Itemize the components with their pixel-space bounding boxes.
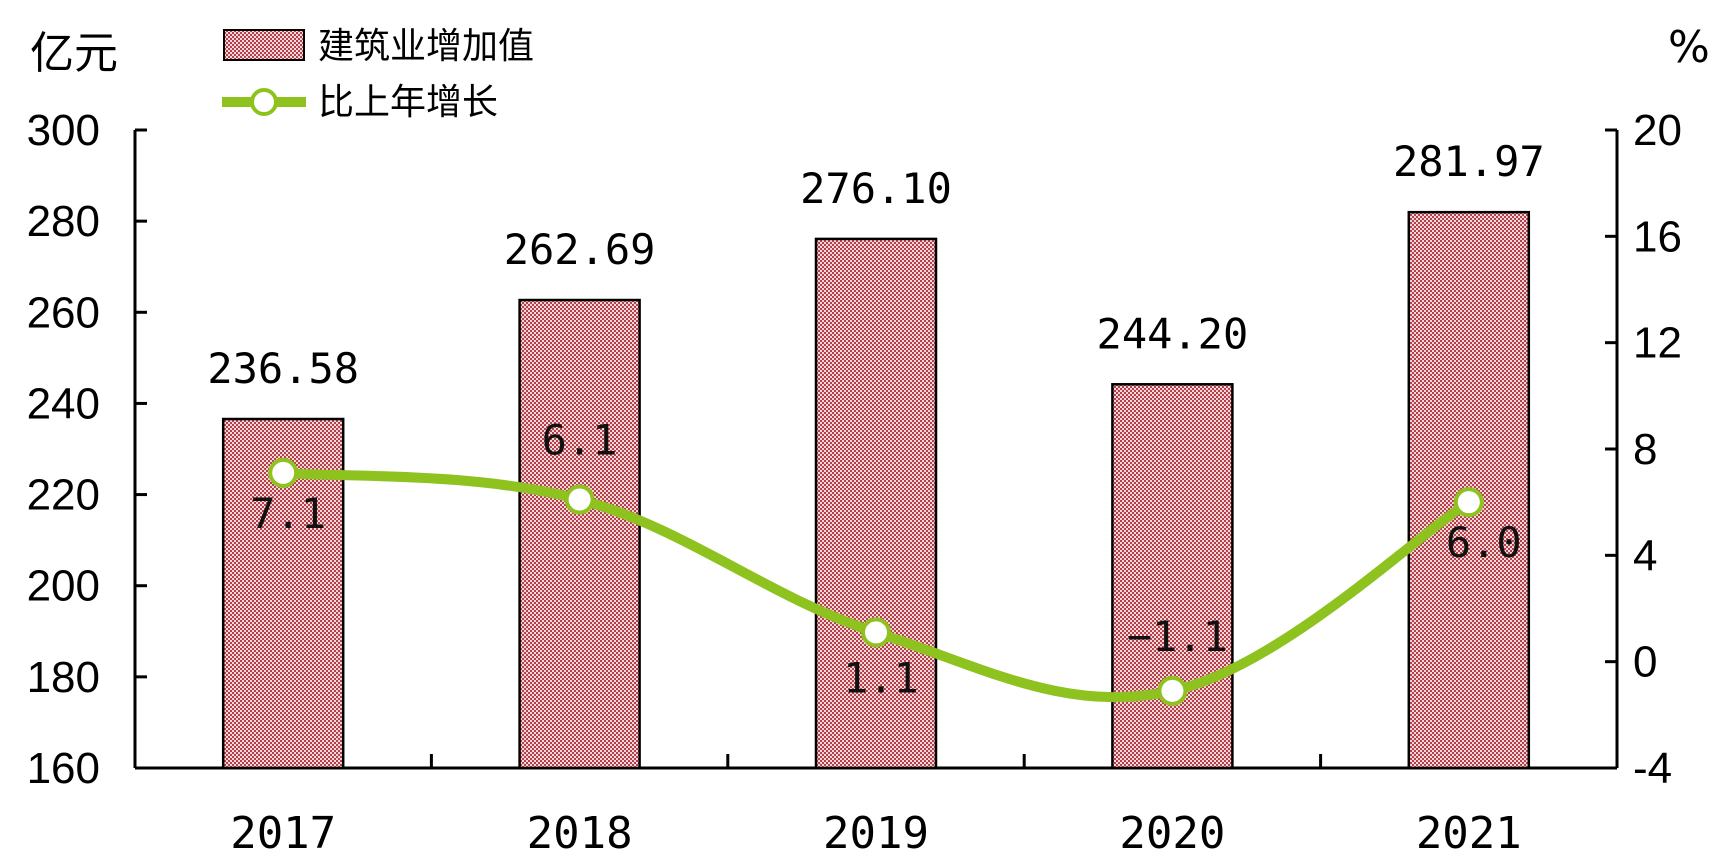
left-tick-label: 280 bbox=[27, 197, 100, 246]
line-series bbox=[268, 457, 1484, 706]
right-tick-label: 20 bbox=[1633, 106, 1682, 155]
legend-bar-label: 建筑业增加值 bbox=[318, 26, 534, 67]
bar-value-labels: 236.58 262.69 276.10 244.20 281.97 bbox=[207, 137, 1544, 393]
line-point bbox=[268, 457, 299, 488]
legend-line-label: 比上年增长 bbox=[318, 82, 498, 123]
left-tick-label: 240 bbox=[27, 379, 100, 428]
line-point bbox=[861, 617, 891, 648]
line-value-label: 6.0 bbox=[1446, 518, 1522, 567]
legend: 建筑业增加值 比上年增长 bbox=[222, 26, 534, 123]
left-tick-label: 300 bbox=[27, 106, 100, 155]
line-point bbox=[1157, 675, 1188, 706]
bar-value-label: 276.10 bbox=[800, 164, 952, 213]
bar-value-label: 281.97 bbox=[1393, 137, 1545, 186]
left-tick-label: 260 bbox=[27, 288, 100, 337]
right-tick-label: -4 bbox=[1633, 744, 1672, 793]
x-tick-label: 2021 bbox=[1416, 808, 1522, 859]
right-tick-label: 16 bbox=[1633, 212, 1682, 261]
left-axis-ticks: 300 280 260 240 220 200 180 160 bbox=[27, 106, 147, 793]
right-tick-label: 0 bbox=[1633, 638, 1657, 687]
line-point bbox=[1453, 487, 1484, 518]
left-tick-label: 200 bbox=[27, 562, 100, 611]
left-axis-unit: 亿元 bbox=[30, 28, 118, 79]
left-tick-label: 160 bbox=[27, 744, 100, 793]
right-tick-label: 8 bbox=[1633, 425, 1657, 474]
right-tick-label: 12 bbox=[1633, 319, 1682, 368]
right-tick-label: 4 bbox=[1633, 531, 1657, 580]
line-point bbox=[564, 484, 595, 515]
right-axis-unit: % bbox=[1668, 22, 1710, 73]
bar-value-label: 244.20 bbox=[1097, 309, 1249, 358]
bar bbox=[1111, 383, 1234, 770]
bar bbox=[518, 298, 641, 770]
line-value-label: 7.1 bbox=[250, 489, 326, 538]
line-value-labels: 7.1 6.1 1.1 −1.1 6.0 bbox=[250, 416, 1521, 703]
bar bbox=[814, 237, 938, 770]
x-tick-label: 2020 bbox=[1119, 808, 1225, 859]
left-tick-label: 220 bbox=[27, 471, 100, 520]
line-value-label: 6.1 bbox=[542, 416, 618, 465]
legend-bar-swatch bbox=[223, 29, 305, 61]
line-value-label: −1.1 bbox=[1127, 612, 1228, 661]
right-axis-ticks: 20 16 12 8 4 0 -4 bbox=[1605, 106, 1682, 793]
x-tick-label: 2017 bbox=[230, 808, 336, 859]
x-axis-ticks: 2017 2018 2019 2020 2021 bbox=[230, 754, 1522, 859]
legend-line-marker bbox=[250, 88, 278, 116]
left-tick-label: 180 bbox=[27, 653, 100, 702]
bar-value-label: 236.58 bbox=[207, 344, 359, 393]
bar-series bbox=[221, 210, 1531, 770]
x-tick-label: 2018 bbox=[527, 808, 633, 859]
x-tick-label: 2019 bbox=[823, 808, 929, 859]
bar-value-label: 262.69 bbox=[504, 225, 656, 274]
line-value-label: 1.1 bbox=[843, 653, 919, 702]
